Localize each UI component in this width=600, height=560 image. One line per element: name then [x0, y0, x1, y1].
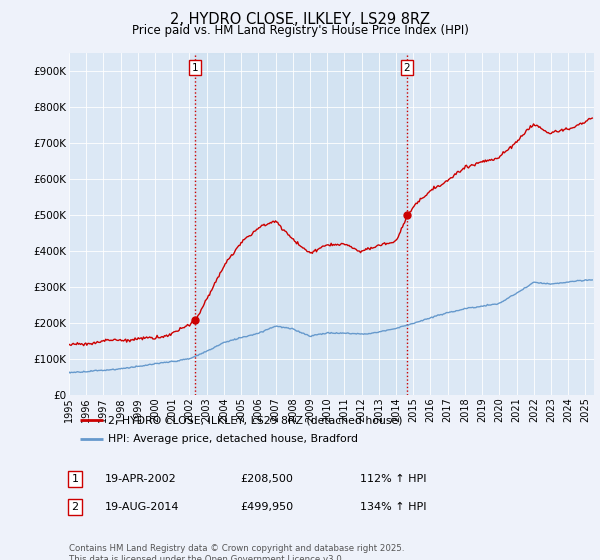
Text: 2, HYDRO CLOSE, ILKLEY, LS29 8RZ (detached house): 2, HYDRO CLOSE, ILKLEY, LS29 8RZ (detach… — [109, 415, 403, 425]
Text: Price paid vs. HM Land Registry's House Price Index (HPI): Price paid vs. HM Land Registry's House … — [131, 24, 469, 37]
Bar — [194, 53, 407, 395]
Text: 2, HYDRO CLOSE, ILKLEY, LS29 8RZ: 2, HYDRO CLOSE, ILKLEY, LS29 8RZ — [170, 12, 430, 27]
Text: 19-AUG-2014: 19-AUG-2014 — [105, 502, 179, 512]
Text: £208,500: £208,500 — [240, 474, 293, 484]
Text: 2: 2 — [71, 502, 79, 512]
Text: 1: 1 — [191, 63, 198, 73]
Text: 134% ↑ HPI: 134% ↑ HPI — [360, 502, 427, 512]
Text: Contains HM Land Registry data © Crown copyright and database right 2025.
This d: Contains HM Land Registry data © Crown c… — [69, 544, 404, 560]
Text: 2: 2 — [404, 63, 410, 73]
Text: 112% ↑ HPI: 112% ↑ HPI — [360, 474, 427, 484]
Text: 19-APR-2002: 19-APR-2002 — [105, 474, 177, 484]
Text: £499,950: £499,950 — [240, 502, 293, 512]
Text: HPI: Average price, detached house, Bradford: HPI: Average price, detached house, Brad… — [109, 435, 358, 445]
Text: 1: 1 — [71, 474, 79, 484]
